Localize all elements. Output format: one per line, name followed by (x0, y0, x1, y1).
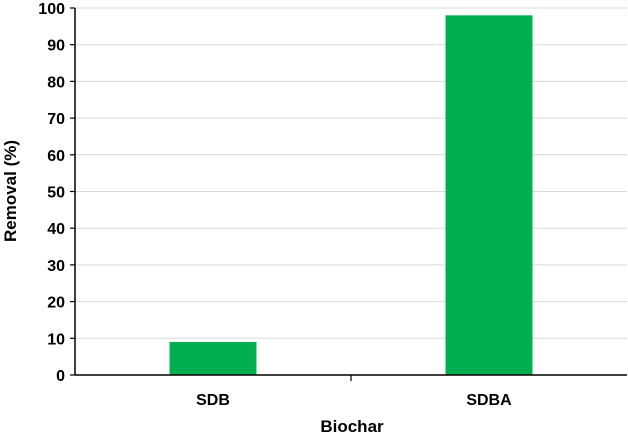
y-tick-label: 30 (47, 258, 65, 275)
bar-sdba (445, 15, 533, 376)
y-tick-labels: 0 10 20 30 40 50 60 70 80 90 100 (38, 1, 65, 385)
gridlines (75, 7, 627, 339)
y-tick-label: 60 (47, 148, 65, 165)
bars (169, 15, 533, 376)
bar-sdb (169, 341, 257, 375)
x-tick-labels: SDB SDBA (196, 392, 512, 409)
y-tick-label: 40 (47, 221, 65, 238)
y-tick-label: 50 (47, 185, 65, 202)
y-tick-label: 20 (47, 295, 65, 312)
y-axis-title: Removal (%) (1, 140, 20, 242)
x-axis-title: Biochar (320, 417, 384, 436)
y-tick-label: 100 (38, 1, 65, 18)
y-tick-label: 80 (47, 74, 65, 91)
y-tick-label: 90 (47, 38, 65, 55)
x-tick-label: SDB (196, 392, 230, 409)
axes (70, 7, 627, 381)
x-tick-label: SDBA (466, 392, 512, 409)
y-tick-label: 0 (56, 368, 65, 385)
y-tick-label: 70 (47, 111, 65, 128)
y-tick-label: 10 (47, 331, 65, 348)
